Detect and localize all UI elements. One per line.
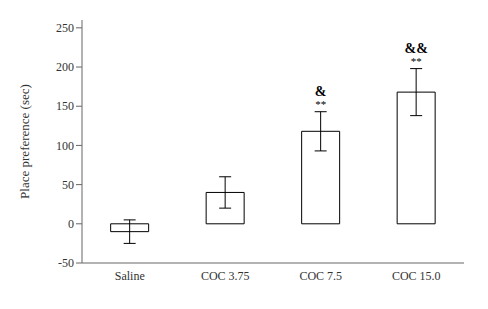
svg-text:**: **	[411, 55, 422, 67]
svg-text:&: &	[315, 84, 327, 99]
svg-text:COC 3.75: COC 3.75	[201, 269, 250, 283]
svg-text:COC 7.5: COC 7.5	[299, 269, 342, 283]
svg-text:200: 200	[56, 60, 74, 74]
svg-text:Place preference (sec): Place preference (sec)	[17, 84, 32, 199]
svg-text:50: 50	[62, 178, 74, 192]
svg-text:100: 100	[56, 139, 74, 153]
svg-text:0: 0	[68, 217, 74, 231]
svg-text:COC 15.0: COC 15.0	[392, 269, 441, 283]
svg-text:**: **	[315, 98, 326, 110]
svg-text:250: 250	[56, 21, 74, 35]
svg-text:150: 150	[56, 99, 74, 113]
svg-text:Saline: Saline	[115, 269, 145, 283]
svg-text:&&: &&	[404, 41, 427, 56]
svg-text:-50: -50	[58, 256, 74, 270]
